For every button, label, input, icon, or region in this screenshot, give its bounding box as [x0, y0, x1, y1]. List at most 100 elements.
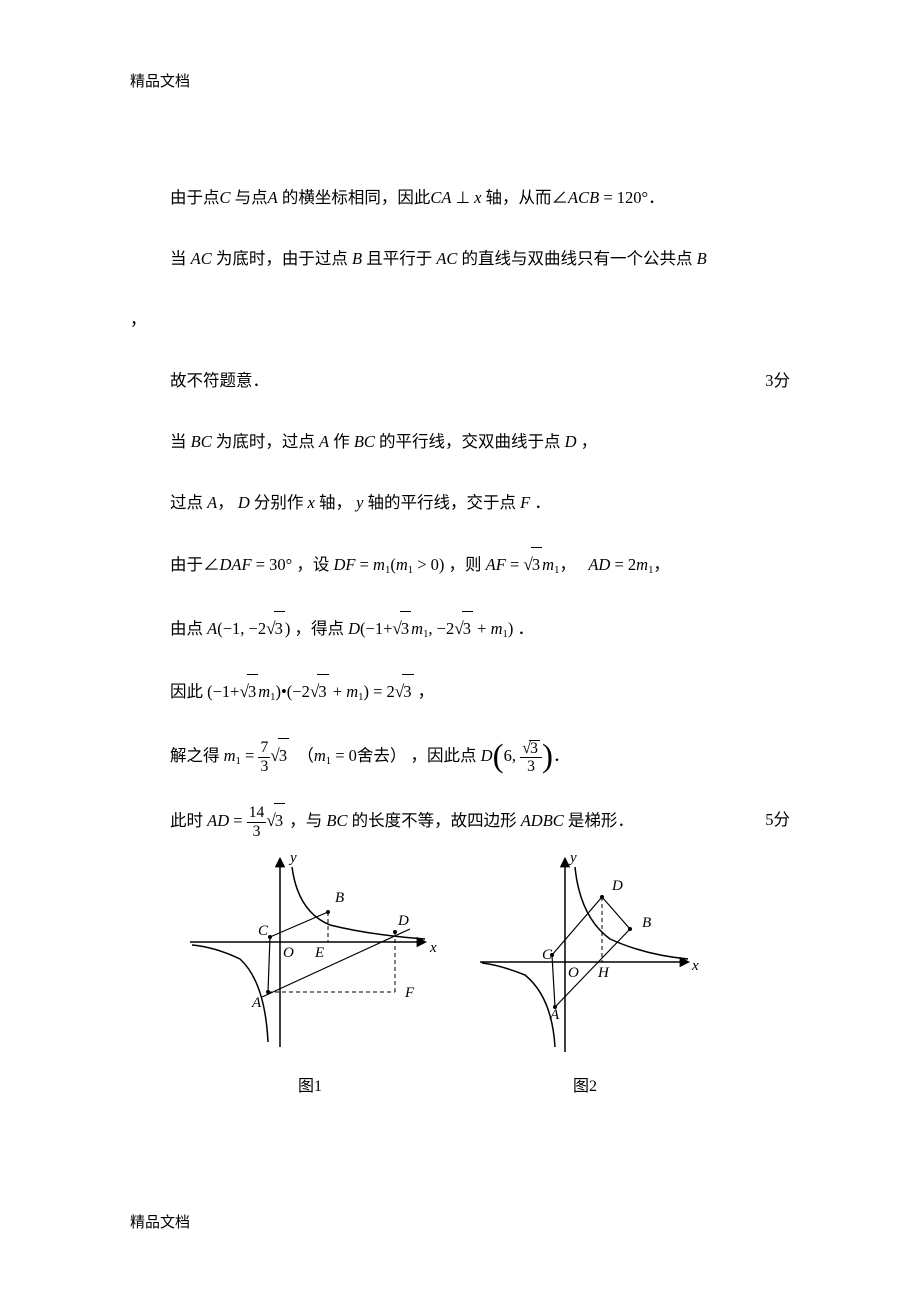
math: A: [207, 493, 217, 512]
sqrt: 3: [523, 547, 542, 583]
text: ．: [553, 746, 570, 765]
text: ，: [217, 493, 234, 512]
figure-1-svg: yxOCBDEFA: [180, 847, 440, 1067]
math: m: [542, 555, 554, 574]
svg-text:F: F: [404, 985, 415, 1001]
text: 解之得: [170, 746, 220, 765]
sqrt: 3: [454, 611, 473, 647]
text: =: [241, 746, 259, 765]
text: 作: [333, 432, 350, 451]
paragraph: 当 BC 为底时，过点 A 作 BC 的平行线，交双曲线于点 D ，: [170, 425, 790, 458]
svg-text:x: x: [691, 958, 699, 974]
math: A: [207, 619, 217, 638]
svg-text:O: O: [283, 945, 294, 961]
text: 舍去） ，因此点: [357, 746, 477, 765]
svg-text:A: A: [251, 995, 262, 1011]
math: AF: [486, 555, 506, 574]
sqrt: 3: [266, 803, 285, 839]
text: ，: [653, 555, 670, 574]
math: DF: [333, 555, 355, 574]
text: ⊥: [456, 188, 470, 207]
text: = 0: [331, 746, 357, 765]
figure-1: yxOCBDEFA 图1: [180, 847, 440, 1096]
paragraph: 解之得 m1 = 733 （m1 = 0舍去） ，因此点 D(6, 33)．: [170, 738, 790, 775]
paragraph: 过点 A， D 分别作 x 轴， y 轴的平行线，交于点 F ．: [170, 486, 790, 519]
text: ∠: [552, 188, 569, 207]
text: ∠: [203, 555, 220, 574]
math: BC: [354, 432, 375, 451]
text: ．: [534, 493, 551, 512]
math: AC: [436, 249, 457, 268]
svg-text:H: H: [597, 965, 610, 981]
math: ): [508, 619, 514, 638]
text: 的平行线，交双曲线于点: [379, 432, 561, 451]
math: m: [396, 555, 408, 574]
figure-1-label: 图1: [180, 1072, 440, 1096]
math: BC: [326, 811, 347, 830]
math: +: [333, 682, 342, 701]
math: B: [352, 249, 362, 268]
text: 轴的平行线，交于点: [368, 493, 517, 512]
text: 的长度不等，故四边形: [352, 811, 517, 830]
text: = 30°: [256, 555, 293, 574]
math: m: [224, 746, 236, 765]
figure-2-label: 图2: [470, 1072, 700, 1096]
math: )•(−2: [276, 682, 310, 701]
fraction: 143: [247, 805, 267, 839]
math: ): [285, 619, 291, 638]
svg-text:D: D: [397, 913, 409, 929]
paragraph: 由于∠DAF = 30° ，设 DF = m1(m1 > 0) ，则 AF = …: [170, 547, 790, 583]
math: m: [411, 619, 423, 638]
paragraph: 此时 AD = 1433 ，与 BC 的长度不等，故四边形 ADBC 是梯形． …: [170, 803, 790, 839]
math: ADBC: [521, 811, 564, 830]
text: ，则: [449, 555, 482, 574]
svg-text:y: y: [568, 850, 577, 866]
svg-text:C: C: [258, 923, 269, 939]
math: D: [238, 493, 250, 512]
page-footer: 精品文档: [130, 1211, 190, 1232]
text: 轴，: [319, 493, 352, 512]
fraction: 73: [258, 740, 270, 774]
svg-text:B: B: [335, 890, 344, 906]
text: 故不符题意．: [170, 371, 269, 390]
sqrt: 3: [310, 674, 329, 710]
text: （: [297, 746, 314, 765]
text: 为底时，由于过点: [216, 249, 348, 268]
math: A: [268, 188, 278, 207]
math: F: [520, 493, 530, 512]
fraction: 33: [520, 740, 542, 775]
text: > 0: [413, 555, 439, 574]
math: BC: [191, 432, 212, 451]
text: 的直线与双曲线只有一个公共点: [462, 249, 693, 268]
text: 此时: [170, 811, 203, 830]
sqrt: 3: [239, 674, 258, 710]
text: 由于: [170, 555, 203, 574]
text: 分别作: [254, 493, 304, 512]
sqrt: 3: [266, 611, 285, 647]
figures-row: yxOCBDEFA 图1: [180, 847, 790, 1096]
paragraph: 因此 (−1+3m1)•(−23 + m1) = 23 ，: [170, 674, 790, 710]
text: 当: [170, 432, 187, 451]
text: 由点: [170, 619, 203, 638]
paragraph: 由于点C 与点A 的横坐标相同，因此CA ⊥ x 轴，从而∠ACB = 120°…: [170, 181, 790, 214]
math: (−1+: [207, 682, 239, 701]
page-header: 精品文档: [130, 70, 790, 91]
sqrt: 3: [395, 674, 414, 710]
text: ，: [418, 682, 435, 701]
sqrt: 3: [392, 611, 411, 647]
text: ，与: [289, 811, 322, 830]
math: D: [348, 619, 360, 638]
text: 是梯形．: [568, 811, 634, 830]
math: m: [373, 555, 385, 574]
math: DAF: [220, 555, 252, 574]
text: = 120°: [603, 188, 648, 207]
math: A: [319, 432, 329, 451]
svg-text:y: y: [288, 850, 297, 866]
text: ，得点: [294, 619, 344, 638]
math: 2: [628, 555, 636, 574]
math: m: [258, 682, 270, 701]
text: =: [229, 811, 247, 830]
paragraph: 由点 A(−1, −23) ，得点 D(−1+3m1, −23 + m1) ．: [170, 611, 790, 647]
text: ．: [648, 188, 665, 207]
figure-2-svg: yxOCDBHA: [470, 847, 700, 1067]
